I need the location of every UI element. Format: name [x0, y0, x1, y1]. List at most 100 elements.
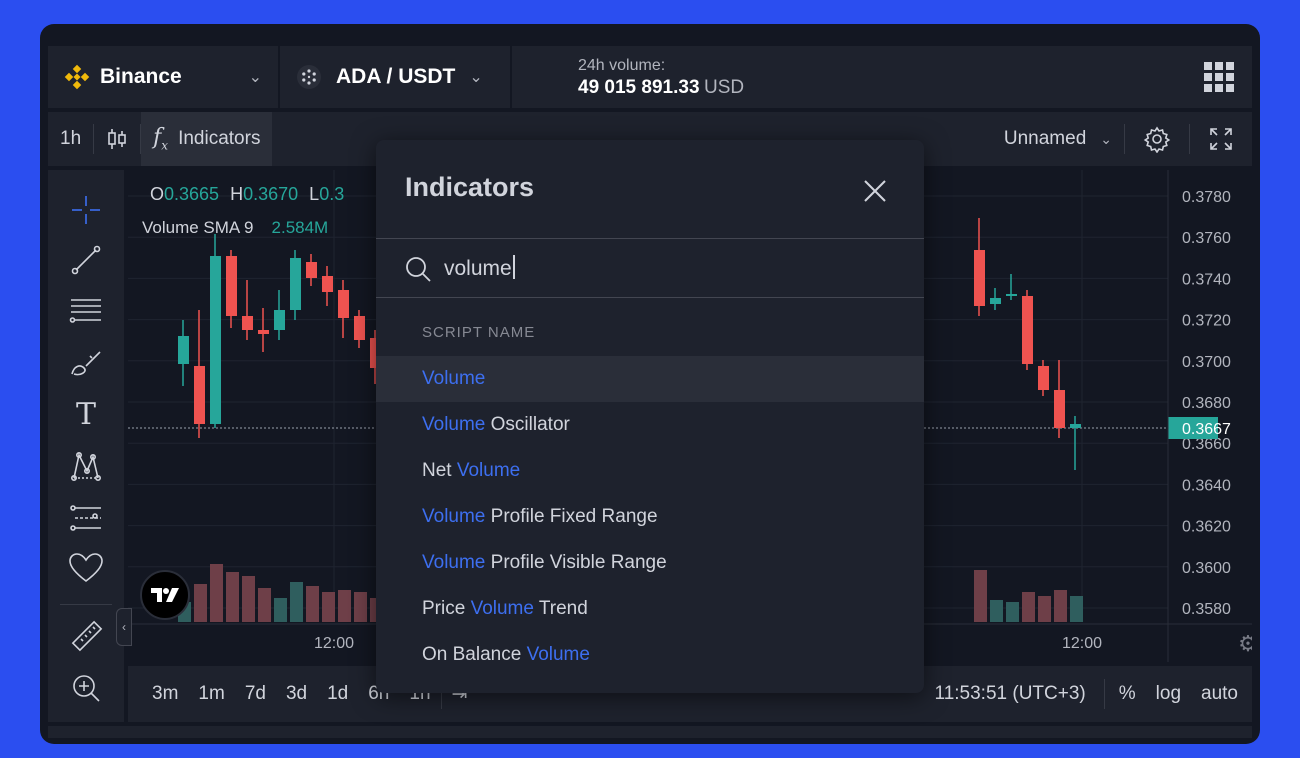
pair-selector[interactable]: ADA / USDT ⌄ [280, 46, 512, 108]
item-text: Profile Visible Range [485, 552, 667, 573]
interval-button[interactable]: 1h [48, 112, 93, 166]
open-value: 0.3665 [164, 184, 220, 204]
candle-body [258, 330, 269, 334]
price-tick-label: 0.3620 [1182, 519, 1231, 536]
auto-scale-button[interactable]: auto [1201, 683, 1238, 704]
item-text: Oscillator [485, 414, 570, 435]
indicator-item-volume-profile-fixed[interactable]: Volume Profile Fixed Range [376, 494, 924, 540]
open-label: O [150, 184, 165, 204]
search-input[interactable]: volume [376, 239, 924, 297]
tradingview-logo[interactable] [140, 570, 190, 620]
brush-icon [71, 351, 101, 376]
trend-line-icon [71, 245, 101, 275]
indicator-item-net-volume[interactable]: Net Volume [376, 448, 924, 494]
interval-label: 1h [60, 128, 82, 149]
layout-selector[interactable]: Unnamed ⌄ [992, 112, 1124, 166]
indicator-item-volume-profile-visible[interactable]: Volume Profile Visible Range [376, 540, 924, 586]
volume-sma-label: Volume SMA 9 [142, 218, 254, 237]
item-match: Volume [422, 506, 486, 527]
percent-scale-button[interactable]: % [1118, 683, 1136, 704]
settings-button[interactable] [1125, 112, 1189, 166]
item-match: Volume [422, 414, 486, 435]
text-tool[interactable]: T [68, 396, 104, 432]
header-bar: Binance ⌄ ADA / USDT ⌄ 24h volume: 49 01… [48, 46, 1252, 108]
volume-bar [258, 588, 271, 622]
volume-bar [194, 584, 207, 622]
clock-label[interactable]: 11:53:51 (UTC+3) [934, 683, 1086, 704]
crosshair-tool[interactable] [68, 192, 104, 228]
volume-unit: USD [703, 76, 745, 98]
zoom-in-tool[interactable] [68, 670, 104, 706]
close-button[interactable] [860, 176, 890, 206]
pattern-icon [70, 451, 101, 481]
current-price-tag [1168, 417, 1218, 439]
divider [376, 238, 924, 239]
indicator-item-volume-oscillator[interactable]: Volume Oscillator [376, 402, 924, 448]
indicators-button[interactable]: fx Indicators [141, 112, 273, 166]
candles-style-button[interactable] [94, 112, 140, 166]
price-tick-label: 0.3660 [1182, 436, 1231, 453]
volume-bar [210, 564, 223, 622]
item-text: Price [422, 598, 471, 619]
range-button[interactable]: 1m [198, 683, 225, 704]
range-button[interactable]: 3d [285, 683, 308, 704]
range-button[interactable]: 3m [152, 683, 179, 704]
candle-body [370, 338, 381, 368]
divider [440, 679, 442, 709]
log-scale-button[interactable]: log [1155, 683, 1182, 704]
indicator-list: Volume Volume Oscillator Net Volume Volu… [376, 356, 924, 678]
candle-body [290, 258, 301, 310]
volume-legend: Volume SMA 9 2.584M [142, 218, 328, 238]
chevron-down-icon: ⌄ [248, 69, 262, 86]
cardano-logo-icon [297, 65, 321, 89]
volume-value: 49 015 891.33 [578, 76, 700, 98]
divider [376, 297, 924, 298]
indicator-item-price-volume-trend[interactable]: Price Volume Trend [376, 586, 924, 632]
horizontal-lines-tool[interactable] [68, 292, 104, 328]
crosshair-icon [72, 196, 100, 224]
candle-body [974, 250, 985, 306]
item-match: Volume [422, 552, 486, 573]
candle-body [274, 310, 285, 330]
low-value: 0.3 [319, 184, 345, 204]
collapse-sidebar-handle[interactable]: ‹ [116, 608, 132, 646]
current-price-label: 0.3667 [1182, 421, 1231, 438]
search-value: volume [444, 257, 512, 280]
price-tick-label: 0.3720 [1182, 313, 1231, 330]
candle-body [1054, 390, 1065, 428]
prediction-icon [70, 505, 101, 531]
candle-body [1070, 424, 1081, 428]
pattern-tool[interactable] [68, 448, 104, 484]
price-tick-label: 0.3600 [1182, 560, 1231, 577]
exchange-selector[interactable]: Binance ⌄ [48, 46, 280, 108]
low-label: L [309, 184, 320, 204]
volume-bar [322, 592, 335, 622]
volume-sma-value: 2.584M [271, 218, 329, 237]
prediction-tool[interactable] [68, 500, 104, 536]
item-text: On Balance [422, 644, 527, 665]
candle-body [338, 290, 349, 318]
candle-body [210, 256, 221, 424]
dialog-title: Indicators [405, 172, 535, 202]
favorites-tool[interactable] [68, 550, 104, 586]
range-button[interactable]: 1d [327, 683, 349, 704]
drawing-toolbar: T [48, 170, 124, 722]
item-match: Volume [526, 644, 590, 665]
measure-tool[interactable] [68, 618, 104, 654]
candle-body [178, 336, 189, 364]
indicator-item-volume[interactable]: Volume [376, 356, 924, 402]
candle-body [990, 298, 1001, 304]
volume-bar [990, 600, 1003, 622]
range-button[interactable]: 7d [244, 683, 266, 704]
volume-bar [974, 570, 987, 622]
time-tick-label: 12:00 [1062, 635, 1102, 652]
fullscreen-button[interactable] [1190, 112, 1252, 166]
indicator-item-on-balance-volume[interactable]: On Balance Volume [376, 632, 924, 678]
function-icon: fx [153, 125, 169, 153]
candle-body [1006, 294, 1017, 296]
volume-bar [242, 576, 255, 622]
apps-grid-icon[interactable] [1204, 62, 1234, 92]
brush-tool[interactable] [68, 344, 104, 380]
fullscreen-icon [1210, 128, 1232, 150]
trend-line-tool[interactable] [68, 242, 104, 278]
